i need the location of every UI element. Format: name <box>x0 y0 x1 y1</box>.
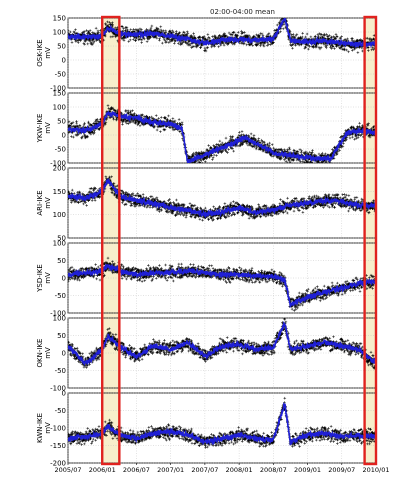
y-tick-label: -50 <box>55 71 66 79</box>
x-tick-label: 2009/07 <box>328 466 355 474</box>
y-axis-label: KWN-IKE <box>36 413 44 443</box>
x-tick-label: 2009/01 <box>294 466 321 474</box>
x-tick-label: 2006/07 <box>123 466 150 474</box>
y-axis-unit: mV <box>44 122 52 134</box>
y-axis-unit: mV <box>44 47 52 59</box>
y-tick-label: 200 <box>53 165 66 173</box>
y-tick-label: 150 <box>53 188 66 196</box>
y-tick-label: 100 <box>53 29 66 37</box>
y-tick-label: -200 <box>50 460 66 468</box>
y-axis-unit: mV <box>44 197 52 209</box>
chart-title: 02:00-04:00 mean <box>210 8 275 16</box>
y-tick-label: -100 <box>50 85 66 93</box>
highlight-band-1 <box>364 17 376 464</box>
y-tick-label: 100 <box>53 240 66 248</box>
y-axis-unit: mV <box>44 422 52 434</box>
x-tick-label: 2006/01 <box>89 466 116 474</box>
y-tick-label: -100 <box>50 425 66 433</box>
y-tick-label: 150 <box>53 15 66 23</box>
y-axis-label: OKN-IKE <box>36 339 44 368</box>
y-axis-unit: mV <box>44 272 52 284</box>
y-tick-label: 50 <box>57 118 66 126</box>
x-tick-label: 2005/07 <box>54 466 81 474</box>
x-tick-label: 2008/01 <box>226 466 253 474</box>
y-tick-label: -50 <box>55 407 66 415</box>
y-tick-label: -50 <box>55 292 66 300</box>
y-tick-label: -50 <box>55 367 66 375</box>
y-axis-label: OSK-IKE <box>36 39 44 66</box>
y-tick-label: -50 <box>55 146 66 154</box>
y-tick-label: -100 <box>50 385 66 393</box>
y-tick-label: 0 <box>62 350 66 358</box>
y-tick-label: -150 <box>50 442 66 450</box>
highlight-border-1 <box>363 15 378 466</box>
x-tick-label: 2010/01 <box>362 466 389 474</box>
y-tick-label: 0 <box>62 132 66 140</box>
y-tick-label: 50 <box>57 332 66 340</box>
y-tick-label: 0 <box>62 390 66 398</box>
y-tick-label: 150 <box>53 90 66 98</box>
y-tick-label: 50 <box>57 43 66 51</box>
y-tick-label: -100 <box>50 160 66 168</box>
y-axis-unit: mV <box>44 347 52 359</box>
y-tick-label: 100 <box>53 104 66 112</box>
y-axis-label: YSD-IKE <box>36 264 44 293</box>
y-axis-label: YKW-IKE <box>36 114 44 144</box>
y-tick-label: 100 <box>53 315 66 323</box>
y-tick-label: 0 <box>62 57 66 65</box>
highlight-band-0 <box>102 17 120 464</box>
x-tick-label: 2007/07 <box>191 466 218 474</box>
y-tick-label: 50 <box>57 235 66 243</box>
y-tick-label: 100 <box>53 211 66 219</box>
x-tick-label: 2007/01 <box>157 466 184 474</box>
highlight-border-0 <box>101 15 121 466</box>
y-tick-label: 50 <box>57 257 66 265</box>
y-axis-label: ARI-IKE <box>36 190 44 215</box>
y-tick-label: -100 <box>50 310 66 318</box>
x-tick-label: 2008/07 <box>260 466 287 474</box>
y-tick-label: 0 <box>62 275 66 283</box>
